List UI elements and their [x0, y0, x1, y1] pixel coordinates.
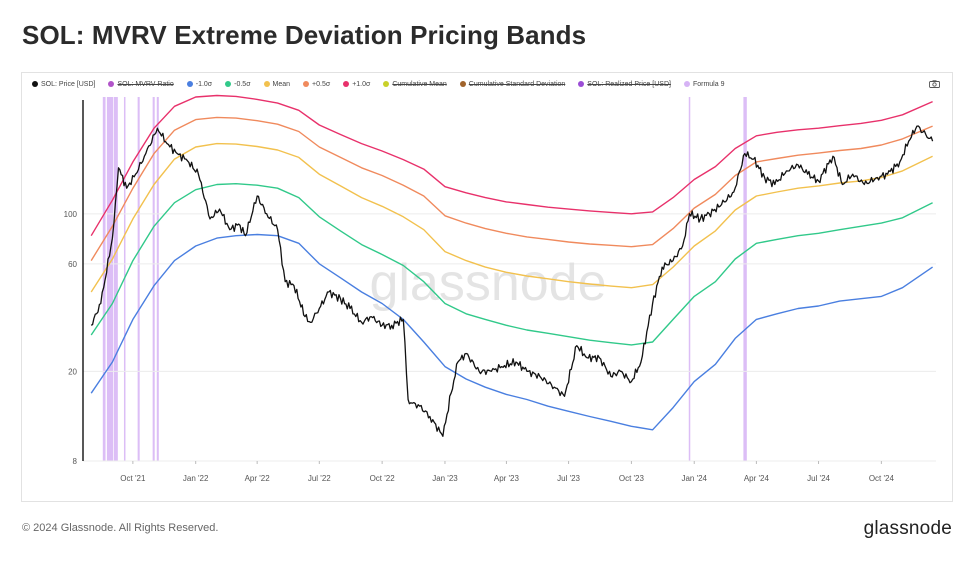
highlight-band — [156, 97, 159, 461]
legend-item[interactable]: +1.0σ — [343, 78, 370, 90]
legend-label: SOL: Realized Price [USD] — [587, 80, 671, 88]
band-line — [90, 233, 933, 431]
highlight-band — [113, 97, 118, 461]
y-tick-label: 20 — [68, 367, 77, 376]
x-tick-label: Jan '24 — [681, 474, 707, 483]
x-tick-label: Apr '22 — [245, 474, 271, 483]
highlight-band — [688, 97, 691, 461]
x-tick-label: Oct '24 — [869, 474, 895, 483]
legend-item[interactable]: SOL: Price [USD] — [32, 78, 95, 90]
x-tick-label: Jan '23 — [432, 474, 458, 483]
legend-item[interactable]: -1.0σ — [186, 78, 213, 90]
legend-item[interactable]: Cumulative Standard Deviation — [459, 78, 566, 90]
x-tick-label: Jul '24 — [807, 474, 830, 483]
x-tick-label: Apr '23 — [494, 474, 520, 483]
legend-item[interactable]: +0.5σ — [303, 78, 330, 90]
legend-label: +0.5σ — [312, 80, 331, 88]
legend-dot-icon — [32, 81, 38, 87]
copyright-footer: © 2024 Glassnode. All Rights Reserved. — [22, 522, 219, 534]
watermark: glassnode — [369, 254, 606, 312]
highlight-band — [152, 97, 155, 461]
legend-dot-icon — [108, 81, 115, 87]
legend-dot-icon — [383, 81, 390, 87]
x-tick-label: Apr '24 — [744, 474, 770, 483]
legend-item[interactable]: SOL: MVRV Ratio — [108, 78, 174, 90]
legend-item[interactable]: -0.5σ — [225, 78, 251, 90]
legend-dot-icon — [303, 81, 310, 87]
highlight-band — [102, 97, 106, 461]
band-line — [90, 116, 933, 261]
chart-title: SOL: MVRV Extreme Deviation Pricing Band… — [22, 20, 587, 50]
band-line — [90, 94, 933, 237]
legend-item[interactable]: SOL: Realized Price [USD] — [578, 78, 671, 90]
legend-dot-icon — [263, 81, 270, 87]
camera-icon[interactable] — [929, 80, 940, 88]
legend-label: Cumulative Mean — [392, 80, 447, 88]
chart-legend: SOL: Price [USD] SOL: MVRV Ratio -1.0σ -0.5… — [32, 78, 724, 90]
band-line — [90, 183, 933, 346]
price-line — [90, 125, 934, 437]
legend-dot-icon — [343, 81, 350, 87]
highlight-band — [743, 97, 747, 461]
legend-dot-icon — [459, 81, 466, 87]
band-line — [90, 142, 933, 293]
legend-dot-icon — [683, 81, 690, 87]
legend-dot-icon — [186, 81, 193, 87]
legend-label: Formula 9 — [692, 80, 725, 88]
legend-item[interactable]: Formula 9 — [683, 78, 725, 90]
legend-item[interactable]: Cumulative Mean — [383, 78, 447, 90]
x-tick-label: Jul '22 — [308, 474, 331, 483]
y-tick-label: 8 — [73, 457, 78, 466]
y-tick-label: 100 — [64, 210, 78, 219]
x-tick-label: Jan '22 — [183, 474, 209, 483]
legend-dot-icon — [225, 81, 232, 87]
legend-label: SOL: Price [USD] — [41, 80, 96, 88]
legend-label: Mean — [272, 80, 291, 88]
legend-label: -1.0σ — [195, 80, 213, 88]
brand-logo: glassnode — [863, 518, 952, 539]
highlight-band — [106, 97, 114, 461]
x-tick-label: Oct '23 — [619, 474, 645, 483]
x-tick-label: Oct '21 — [120, 474, 146, 483]
y-tick-label: 60 — [68, 260, 77, 269]
highlight-band — [137, 97, 140, 461]
x-tick-label: Oct '22 — [370, 474, 396, 483]
legend-label: Cumulative Standard Deviation — [468, 80, 566, 88]
x-tick-label: Jul '23 — [557, 474, 580, 483]
legend-dot-icon — [578, 81, 585, 87]
chart-frame — [21, 72, 953, 502]
legend-label: SOL: MVRV Ratio — [117, 80, 174, 88]
legend-item[interactable]: Mean — [263, 78, 291, 90]
legend-label: -0.5σ — [234, 80, 251, 88]
legend-label: +1.0σ — [352, 80, 371, 88]
